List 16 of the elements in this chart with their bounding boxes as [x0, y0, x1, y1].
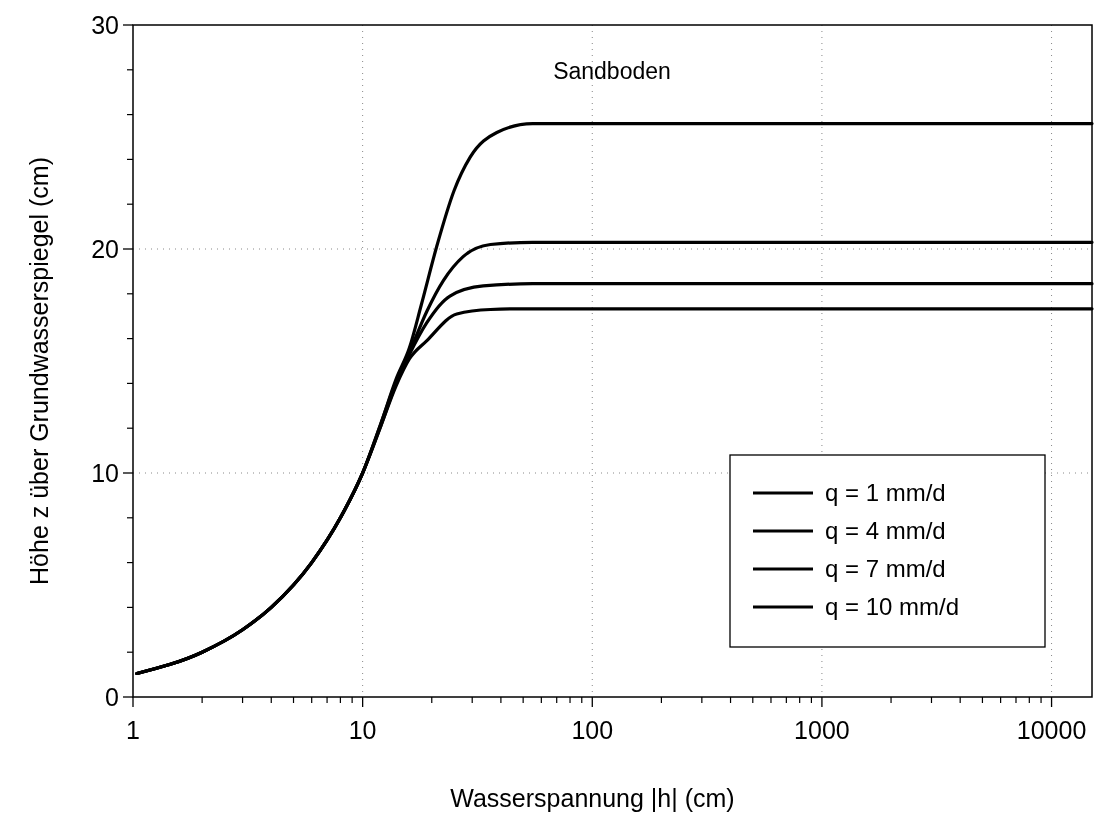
- y-tick-label: 30: [91, 11, 119, 39]
- legend-label: q = 1 mm/d: [825, 479, 946, 506]
- x-tick-label: 1000: [794, 716, 850, 744]
- legend-label: q = 4 mm/d: [825, 517, 946, 544]
- y-axis-title: Höhe z über Grundwasserspiegel (cm): [25, 157, 53, 585]
- x-tick-label: 10: [348, 716, 377, 744]
- legend-label: q = 7 mm/d: [825, 555, 946, 582]
- x-axis-title: Wasserspannung |h| (cm): [450, 784, 735, 812]
- annotation: Sandboden: [553, 58, 671, 84]
- y-tick-label: 20: [91, 235, 119, 263]
- y-tick-label: 0: [105, 683, 119, 711]
- x-tick-label: 10000: [1016, 716, 1087, 744]
- x-tick-label: 100: [571, 716, 614, 744]
- y-tick-label: 10: [91, 459, 119, 487]
- legend-label: q = 10 mm/d: [825, 593, 960, 620]
- x-tick-label: 1: [126, 716, 140, 744]
